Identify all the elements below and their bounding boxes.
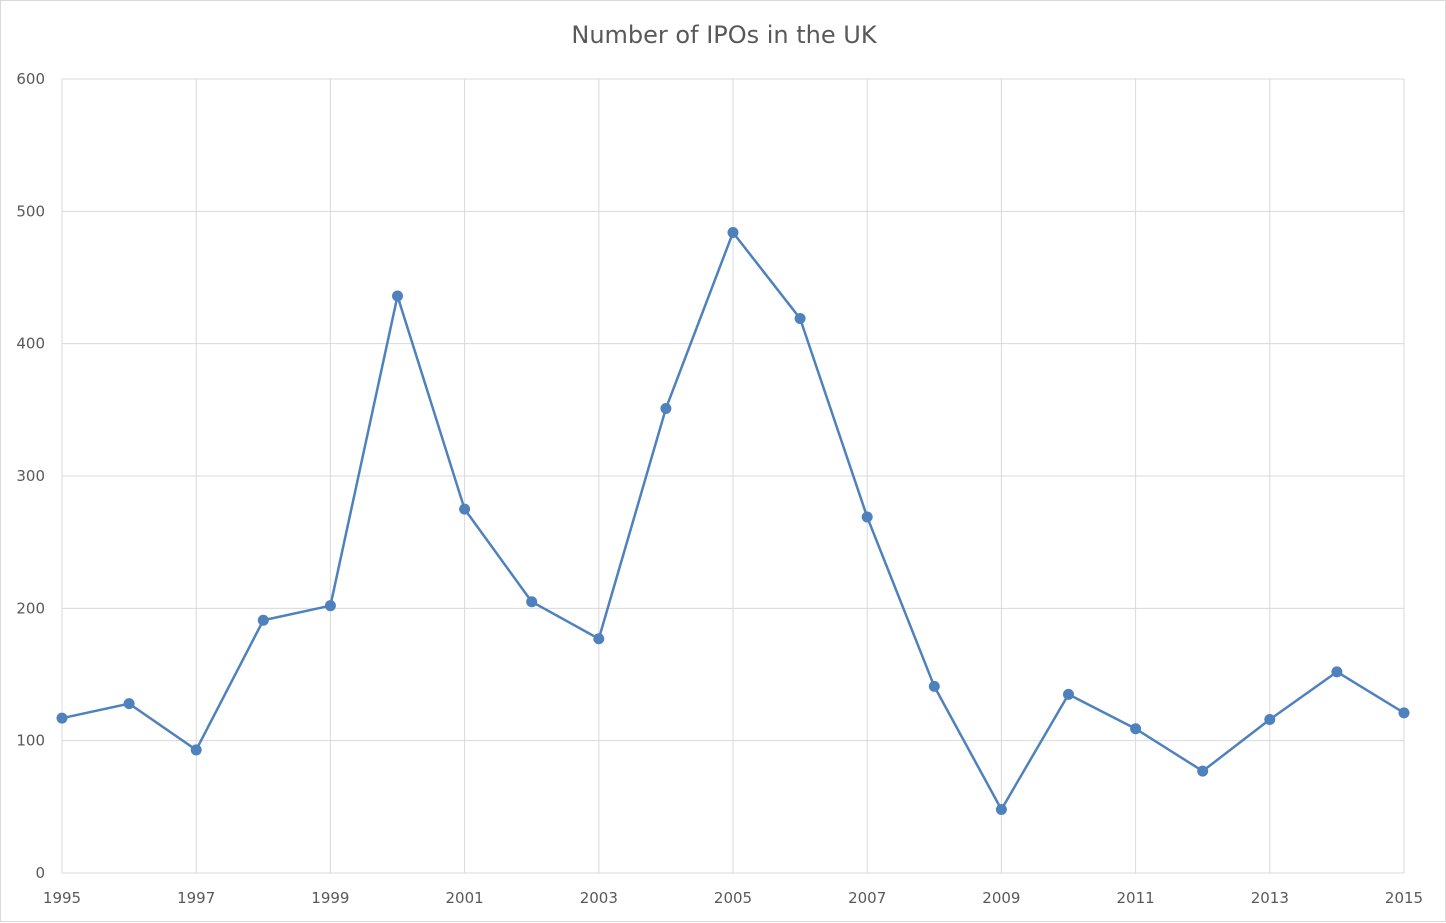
data-point bbox=[190, 744, 202, 756]
data-point bbox=[1130, 723, 1142, 735]
data-point bbox=[1398, 707, 1410, 719]
y-tick-label: 400 bbox=[16, 335, 45, 353]
x-tick-label: 2001 bbox=[446, 889, 484, 907]
chart-title: Number of IPOs in the UK bbox=[571, 21, 877, 49]
x-tick-label: 1995 bbox=[43, 889, 81, 907]
x-tick-label: 2009 bbox=[982, 889, 1020, 907]
y-tick-label: 200 bbox=[16, 599, 45, 617]
y-tick-label: 0 bbox=[35, 864, 45, 882]
x-tick-label: 1997 bbox=[177, 889, 215, 907]
data-point bbox=[861, 511, 873, 523]
y-tick-label: 500 bbox=[16, 202, 45, 220]
data-point bbox=[526, 596, 538, 608]
x-tick-label: 1999 bbox=[311, 889, 349, 907]
x-tick-label: 2011 bbox=[1117, 889, 1155, 907]
data-point bbox=[928, 680, 940, 692]
data-point bbox=[257, 614, 269, 626]
x-tick-label: 2007 bbox=[848, 889, 886, 907]
y-tick-label: 100 bbox=[16, 732, 45, 750]
data-point bbox=[794, 313, 806, 325]
x-tick-label: 2005 bbox=[714, 889, 752, 907]
data-point bbox=[995, 803, 1007, 815]
data-point bbox=[593, 633, 605, 645]
y-tick-label: 300 bbox=[16, 467, 45, 485]
data-point bbox=[123, 698, 135, 710]
data-point bbox=[1331, 666, 1343, 678]
data-point bbox=[1197, 765, 1209, 777]
x-tick-label: 2013 bbox=[1251, 889, 1289, 907]
data-point bbox=[392, 290, 403, 302]
data-point bbox=[727, 227, 739, 239]
data-point bbox=[56, 712, 68, 724]
x-tick-label: 2003 bbox=[580, 889, 618, 907]
data-point bbox=[324, 600, 336, 612]
data-point bbox=[1063, 688, 1074, 700]
x-tick-label: 2015 bbox=[1385, 889, 1423, 907]
data-point bbox=[459, 503, 471, 515]
data-point bbox=[660, 403, 672, 415]
y-tick-label: 600 bbox=[16, 70, 45, 88]
data-point bbox=[1264, 713, 1276, 725]
